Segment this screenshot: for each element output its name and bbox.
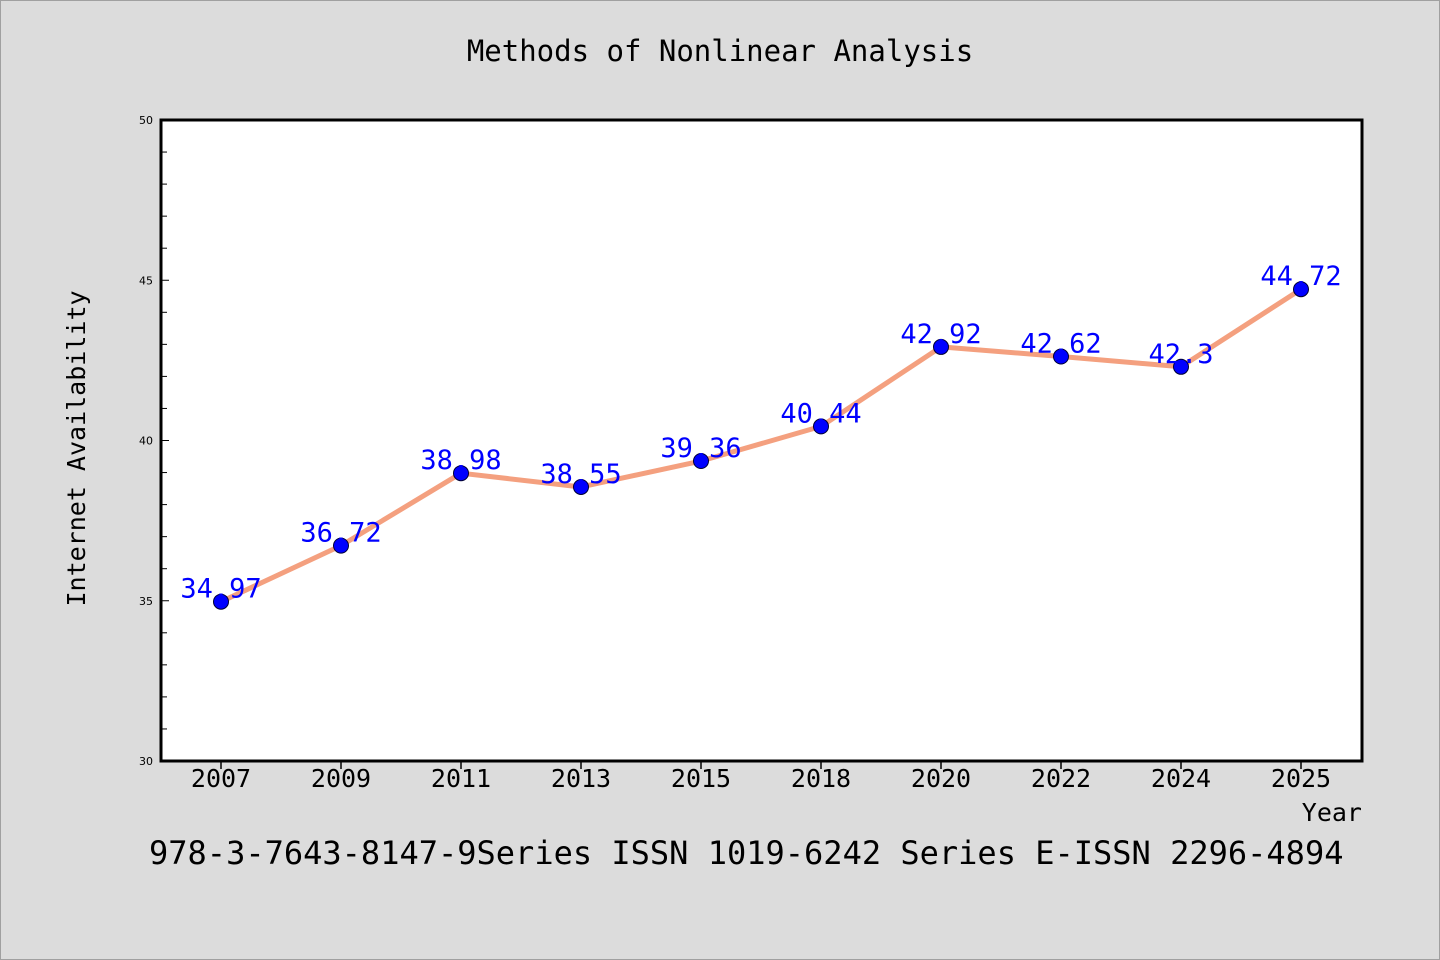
- data-label: 39.36: [660, 433, 741, 464]
- isbn-issn-footer: 978-3-7643-8147-9Series ISSN 1019-6242 S…: [149, 834, 1344, 872]
- data-point: [813, 418, 829, 435]
- data-label: 40.44: [780, 398, 861, 429]
- data-point: [1053, 348, 1069, 365]
- x-tick-label: 2024: [1151, 764, 1211, 793]
- chart-title: Methods of Nonlinear Analysis: [466, 34, 974, 68]
- plot-area: [159, 118, 1364, 763]
- y-tick-label: 45: [139, 274, 153, 287]
- x-tick-label: 2022: [1031, 764, 1091, 793]
- y-tick-label: 40: [139, 435, 153, 448]
- data-point: [453, 465, 469, 482]
- data-point: [333, 537, 349, 554]
- data-point: [933, 338, 949, 355]
- x-tick-label: 2009: [311, 764, 371, 793]
- y-tick-label: 35: [139, 595, 153, 608]
- data-label: 38.98: [420, 445, 501, 476]
- y-tick-label: 50: [139, 114, 153, 127]
- data-label: 42.62: [1020, 329, 1101, 360]
- x-tick-label: 2018: [791, 764, 851, 793]
- data-label: 44.72: [1260, 261, 1341, 292]
- x-tick-label: 2011: [431, 764, 491, 793]
- x-tick-label: 2025: [1271, 764, 1331, 793]
- x-tick-label: 2015: [671, 764, 731, 793]
- x-tick-label: 2020: [911, 764, 971, 793]
- x-axis-label: Year: [1302, 798, 1362, 827]
- data-label: 34.97: [180, 574, 261, 605]
- y-axis-label: Internet Availability: [62, 290, 91, 606]
- data-point: [1293, 281, 1309, 298]
- data-point: [693, 453, 709, 470]
- series-line: [219, 287, 1303, 604]
- x-tick-label: 2013: [551, 764, 611, 793]
- data-label: 36.72: [300, 518, 381, 549]
- data-label: 42.3: [1148, 339, 1213, 370]
- data-point: [1173, 358, 1189, 375]
- data-point: [573, 478, 589, 495]
- data-label: 38.55: [540, 459, 621, 490]
- y-tick-label: 30: [139, 755, 153, 768]
- data-label: 42.92: [900, 319, 981, 350]
- x-tick-label: 2007: [191, 764, 251, 793]
- data-point: [213, 593, 229, 610]
